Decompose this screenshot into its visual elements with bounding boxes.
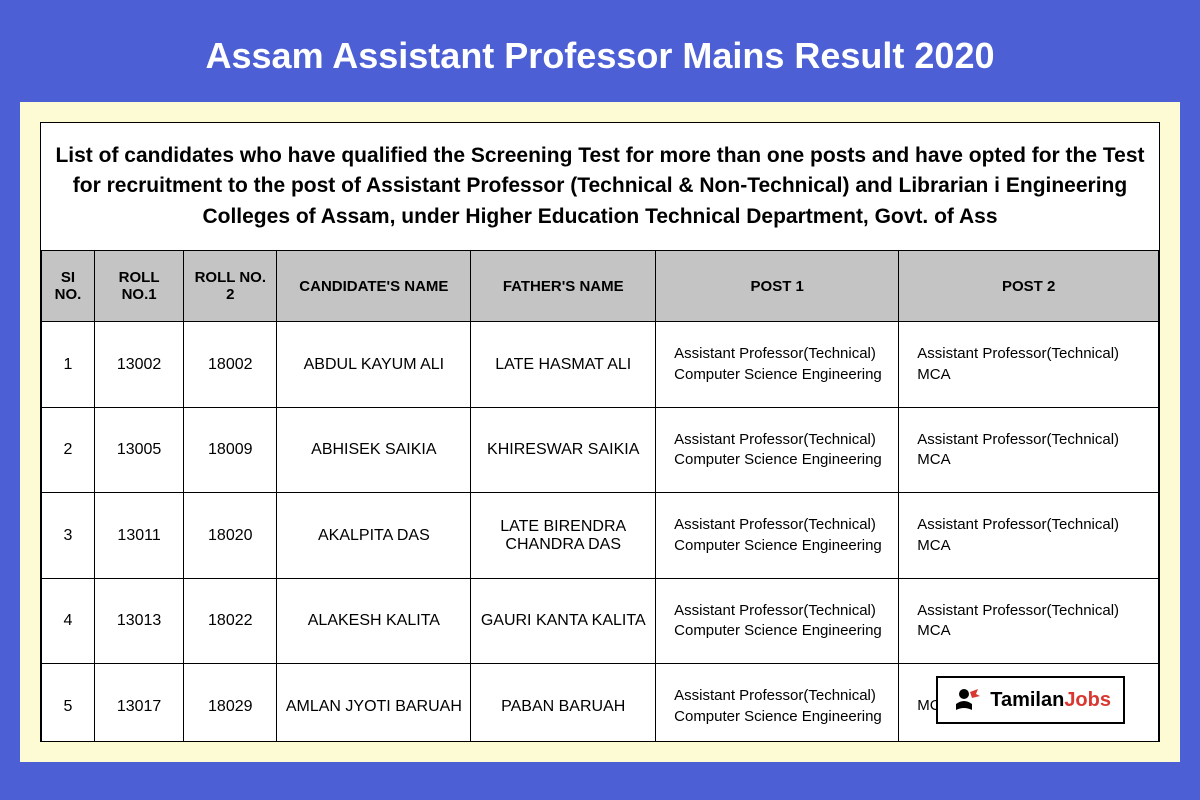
cell-name: ALAKESH KALITA — [277, 578, 471, 664]
page-title: Assam Assistant Professor Mains Result 2… — [20, 20, 1180, 102]
cell-post2: Assistant Professor(Technical) MCA — [899, 322, 1159, 408]
table-row: 2 13005 18009 ABHISEK SAIKIA KHIRESWAR S… — [42, 407, 1159, 493]
cell-slno: 5 — [42, 664, 95, 742]
cell-name: AKALPITA DAS — [277, 493, 471, 579]
outer-container: Assam Assistant Professor Mains Result 2… — [0, 0, 1200, 800]
cell-name: ABHISEK SAIKIA — [277, 407, 471, 493]
cell-post1: Assistant Professor(Technical) Computer … — [656, 578, 899, 664]
th-roll2: ROLL NO. 2 — [184, 251, 277, 322]
table-header-row: SI NO. ROLL NO.1 ROLL NO. 2 CANDIDATE'S … — [42, 251, 1159, 322]
cell-post2: Assistant Professor(Technical) MCA — [899, 493, 1159, 579]
cell-father: PABAN BARUAH — [471, 664, 656, 742]
cell-slno: 2 — [42, 407, 95, 493]
cell-father: LATE HASMAT ALI — [471, 322, 656, 408]
watermark-text-2: Jobs — [1064, 689, 1111, 711]
cell-roll1: 13011 — [95, 493, 184, 579]
watermark-icon — [950, 684, 982, 716]
watermark-text: TamilanJobs — [990, 689, 1111, 712]
cell-roll1: 13013 — [95, 578, 184, 664]
watermark-logo: TamilanJobs — [936, 676, 1125, 724]
th-post1: POST 1 — [656, 251, 899, 322]
th-roll1: ROLL NO.1 — [95, 251, 184, 322]
cell-roll2: 18022 — [184, 578, 277, 664]
th-slno: SI NO. — [42, 251, 95, 322]
table-row: 3 13011 18020 AKALPITA DAS LATE BIRENDRA… — [42, 493, 1159, 579]
table-row: 1 13002 18002 ABDUL KAYUM ALI LATE HASMA… — [42, 322, 1159, 408]
cell-roll1: 13005 — [95, 407, 184, 493]
cell-post1: Assistant Professor(Technical) Computer … — [656, 664, 899, 742]
cell-roll1: 13017 — [95, 664, 184, 742]
th-name: CANDIDATE'S NAME — [277, 251, 471, 322]
cell-father: LATE BIRENDRA CHANDRA DAS — [471, 493, 656, 579]
cell-post2: Assistant Professor(Technical) MCA — [899, 407, 1159, 493]
cell-father: KHIRESWAR SAIKIA — [471, 407, 656, 493]
cell-post2: Assistant Professor(Technical) MCA — [899, 578, 1159, 664]
watermark-text-1: Tamilan — [990, 689, 1064, 711]
cell-slno: 3 — [42, 493, 95, 579]
cell-slno: 4 — [42, 578, 95, 664]
th-post2: POST 2 — [899, 251, 1159, 322]
table-description: List of candidates who have qualified th… — [41, 123, 1159, 250]
cell-roll1: 13002 — [95, 322, 184, 408]
cell-slno: 1 — [42, 322, 95, 408]
table-row: 4 13013 18022 ALAKESH KALITA GAURI KANTA… — [42, 578, 1159, 664]
inner-container: List of candidates who have qualified th… — [20, 102, 1180, 762]
cell-name: ABDUL KAYUM ALI — [277, 322, 471, 408]
cell-roll2: 18029 — [184, 664, 277, 742]
cell-roll2: 18002 — [184, 322, 277, 408]
cell-father: GAURI KANTA KALITA — [471, 578, 656, 664]
cell-name: AMLAN JYOTI BARUAH — [277, 664, 471, 742]
cell-post1: Assistant Professor(Technical) Computer … — [656, 407, 899, 493]
cell-post1: Assistant Professor(Technical) Computer … — [656, 493, 899, 579]
cell-roll2: 18020 — [184, 493, 277, 579]
cell-roll2: 18009 — [184, 407, 277, 493]
th-father: FATHER'S NAME — [471, 251, 656, 322]
results-table: SI NO. ROLL NO.1 ROLL NO. 2 CANDIDATE'S … — [41, 250, 1159, 742]
table-wrapper: List of candidates who have qualified th… — [40, 122, 1160, 742]
cell-post1: Assistant Professor(Technical) Computer … — [656, 322, 899, 408]
